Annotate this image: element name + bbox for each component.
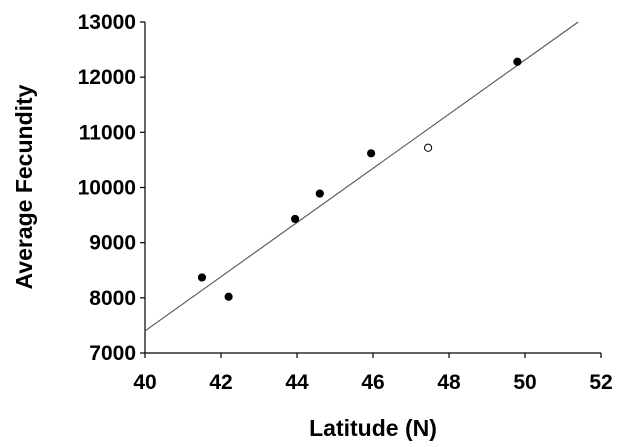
x-axis-title: Latitude (N): [309, 415, 437, 441]
y-tick-label: 9000: [89, 232, 136, 255]
data-point: [224, 292, 233, 301]
y-axis-title: Average Fecundity: [11, 84, 37, 289]
trendline: [144, 21, 579, 332]
x-tick-label: 40: [133, 371, 156, 394]
x-tick-label: 52: [589, 371, 612, 394]
data-point: [513, 57, 522, 66]
y-tick-label: 11000: [79, 121, 136, 144]
y-tick-label: 13000: [78, 11, 136, 34]
x-tick-label: 46: [361, 371, 384, 394]
y-tick-label: 7000: [89, 342, 136, 365]
x-tick-label: 48: [437, 371, 461, 394]
data-point: [367, 149, 376, 158]
data-point-open: [424, 143, 433, 152]
data-points: [197, 57, 522, 301]
data-point: [315, 189, 324, 198]
x-tick-label: 42: [209, 371, 232, 394]
data-point: [291, 214, 300, 224]
trendline-layer: [144, 21, 579, 332]
x-tick-label: 44: [285, 371, 309, 394]
tick-labels: 7000 8000 9000 10000 11000 12000 13000 40 42 44 46…: [78, 11, 613, 394]
axes: [140, 21, 602, 358]
y-tick-label: 12000: [78, 66, 136, 89]
y-tick-label: 10000: [78, 177, 136, 200]
data-point: [197, 273, 207, 282]
y-tick-label: 8000: [89, 287, 136, 310]
x-tick-label: 50: [513, 371, 536, 394]
